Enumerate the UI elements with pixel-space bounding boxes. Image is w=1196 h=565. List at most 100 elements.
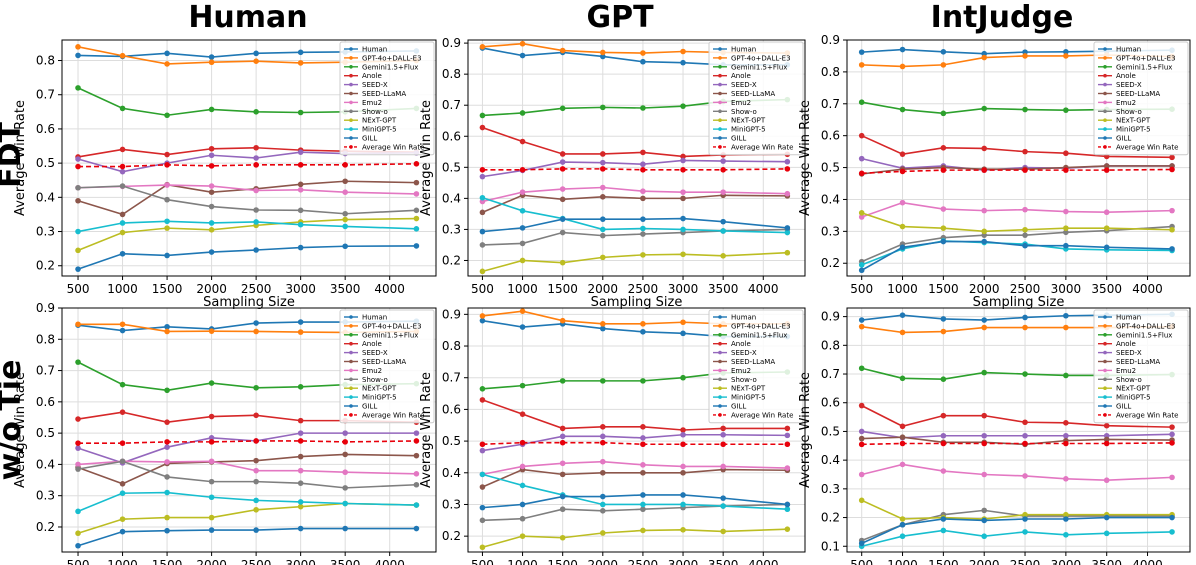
x-tick-label: 4000	[748, 282, 779, 296]
series-line-gemini1-5-flux	[77, 87, 417, 117]
series-line-emu2	[861, 201, 1173, 218]
series-line-seed-llama	[482, 194, 788, 214]
data-point-gpt-4o-dall-e3	[479, 44, 486, 50]
data-point-gpt-4o-dall-e3	[680, 319, 686, 326]
data-point-seed-x	[1063, 432, 1069, 439]
data-point-gill	[75, 542, 81, 549]
data-point-seed-llama	[1103, 436, 1110, 443]
data-point-minigpt-5	[479, 194, 486, 201]
data-point-minigpt-5	[164, 489, 170, 496]
data-point-seed-x	[640, 435, 646, 441]
data-point-show-o	[119, 458, 126, 465]
data-point-next-gpt	[600, 254, 606, 261]
chart-panels: 500 1000 1500 2000 2500 3000 3500 4000 0.2 0.3 0.4…	[13, 33, 1191, 565]
data-point-emu2	[680, 463, 686, 470]
legend-marker	[349, 368, 353, 373]
data-point-seed-llama	[1103, 163, 1110, 169]
legend-marker	[1103, 333, 1107, 337]
y-tick-label: 0.8	[36, 332, 55, 346]
data-point-emu2	[858, 471, 865, 478]
data-point-gill	[720, 495, 726, 501]
legend-box	[1093, 41, 1189, 156]
legend: HumanGPT-4o+DALL-E3Gemini1.5+FluxAnoleSE…	[708, 309, 804, 424]
data-point-gemini1-5-flux	[680, 103, 686, 109]
data-point-gemini1-5-flux	[899, 375, 906, 382]
x-tick-label: 3500	[330, 558, 361, 565]
x-tick-label: 1000	[887, 558, 918, 565]
data-point-gpt-4o-dall-e3	[119, 321, 126, 328]
legend-marker	[718, 341, 722, 346]
data-point-minigpt-5	[858, 262, 865, 268]
data-point-anole	[1103, 422, 1110, 429]
data-point-minigpt-5	[119, 220, 126, 226]
data-point-gemini1-5-flux	[479, 112, 486, 119]
legend-label: Gemini1.5+Flux	[731, 331, 787, 339]
data-point-emu2	[1103, 477, 1110, 484]
x-tick-label: 4000	[748, 558, 779, 565]
data-point-show-o	[413, 207, 420, 214]
data-point-gill	[413, 243, 420, 249]
legend-marker	[349, 386, 353, 391]
data-point-next-gpt	[164, 225, 170, 231]
data-point-human	[75, 52, 81, 59]
legend-marker	[349, 100, 353, 105]
data-point-gill	[559, 216, 566, 222]
data-point-seed-x	[164, 444, 170, 451]
data-point-show-o	[640, 506, 646, 513]
plot-frame	[467, 307, 806, 553]
data-point-gpt-4o-dall-e3	[858, 62, 865, 68]
data-point-average-win-rate	[164, 162, 170, 168]
legend-marker	[349, 73, 353, 78]
legend-label: Anole	[1116, 72, 1136, 80]
legend-label: Human	[362, 314, 387, 322]
legend-label: Anole	[362, 340, 382, 348]
data-point-minigpt-5	[600, 501, 606, 508]
data-point-minigpt-5	[253, 219, 259, 225]
data-point-anole	[559, 151, 566, 157]
data-point-seed-llama	[559, 471, 566, 478]
data-point-show-o	[479, 242, 486, 248]
legend-marker	[1103, 109, 1107, 114]
data-point-seed-x	[413, 430, 420, 436]
data-point-emu2	[519, 463, 526, 470]
legend-marker	[718, 368, 722, 373]
legend-label: GPT-4o+DALL-E3	[362, 54, 422, 62]
data-point-human	[680, 330, 686, 337]
data-point-minigpt-5	[1063, 531, 1069, 538]
data-point-average-win-rate	[1169, 440, 1175, 446]
panel-human-fdt: 500 1000 1500 2000 2500 3000 3500 4000 0.2 0.3 0.4…	[13, 39, 437, 310]
data-point-gemini1-5-flux	[519, 382, 526, 389]
y-tick-label: 0.3	[821, 224, 840, 238]
data-point-average-win-rate	[858, 170, 865, 177]
data-point-human	[479, 317, 486, 324]
legend-label: Gemini1.5+Flux	[362, 63, 418, 71]
data-point-seed-x	[253, 155, 259, 161]
data-point-minigpt-5	[519, 207, 526, 214]
data-point-gill	[253, 247, 259, 253]
data-point-gpt-4o-dall-e3	[600, 49, 606, 56]
legend-label: Gemini1.5+Flux	[731, 63, 787, 71]
data-point-anole	[253, 144, 259, 151]
data-point-minigpt-5	[680, 501, 686, 508]
panel-gpt-wo-tie: 500 1000 1500 2000 2500 3000 3500 4000 0.2 0.3 0.4…	[419, 307, 806, 565]
legend-label: Show-o	[1116, 376, 1142, 384]
data-point-emu2	[75, 461, 81, 468]
legend-label: SEED-X	[731, 81, 757, 89]
data-point-anole	[519, 411, 526, 417]
data-point-minigpt-5	[297, 499, 304, 505]
data-point-gpt-4o-dall-e3	[940, 62, 947, 68]
data-point-gemini1-5-flux	[600, 378, 606, 384]
data-point-human	[519, 52, 526, 59]
data-point-average-win-rate	[479, 167, 486, 173]
series-line-gill	[77, 245, 417, 270]
legend-marker	[349, 413, 353, 417]
data-point-human	[680, 59, 686, 66]
data-point-show-o	[297, 207, 304, 214]
data-point-human	[164, 323, 170, 330]
data-point-average-win-rate	[559, 166, 566, 172]
data-point-average-win-rate	[940, 167, 947, 173]
data-point-seed-x	[559, 159, 566, 165]
plot-frame	[846, 307, 1191, 553]
legend-label: GILL	[731, 403, 746, 411]
data-point-next-gpt	[1063, 511, 1069, 518]
